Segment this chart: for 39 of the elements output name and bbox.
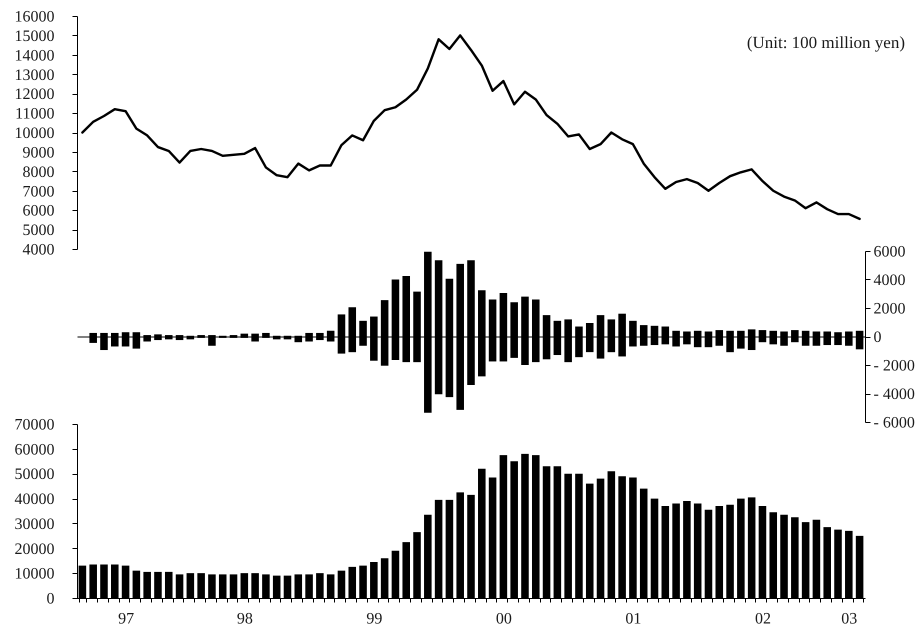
bar xyxy=(262,332,270,336)
y-tick-label: 0 xyxy=(46,590,54,608)
y-tick-label: 70000 xyxy=(14,416,54,434)
y-tick-label: 2000 xyxy=(874,300,906,318)
y-tick-label: - 2000 xyxy=(874,358,915,374)
y-tick-label: 10000 xyxy=(14,566,54,583)
y-tick-label: 6000 xyxy=(874,244,906,260)
x-tick-label: 99 xyxy=(366,610,382,628)
y-tick-label: 16000 xyxy=(14,8,54,26)
y-tick-label: 9000 xyxy=(22,144,54,162)
y-tick-label: 50000 xyxy=(14,466,54,484)
y-tick-label: 6000 xyxy=(22,202,54,220)
x-tick-label: 01 xyxy=(625,610,642,628)
y-tick-label: 12000 xyxy=(14,86,54,104)
x-tick-label: 97 xyxy=(118,610,134,628)
y-tick-label: 40000 xyxy=(14,491,54,508)
annotation: (Unit: 100 million yen) xyxy=(746,33,905,52)
bar xyxy=(316,332,324,336)
x-tick-label: 98 xyxy=(236,610,253,628)
y-tick-label: 13000 xyxy=(14,66,54,84)
y-tick-label: - 4000 xyxy=(874,386,915,403)
y-tick-label: 14000 xyxy=(14,47,54,64)
bar xyxy=(240,334,248,336)
y-tick-label: 7000 xyxy=(22,183,54,200)
y-tick-label: 15000 xyxy=(14,28,54,45)
x-tick-label: 02 xyxy=(754,610,771,628)
y-tick-label: 5000 xyxy=(22,222,54,240)
y-tick-label: - 6000 xyxy=(874,414,915,432)
y-tick-label: 4000 xyxy=(874,272,906,289)
y-tick-label: 10000 xyxy=(14,125,54,142)
y-tick-label: 30000 xyxy=(14,516,54,533)
y-tick-label: 0 xyxy=(874,329,882,346)
y-tick-label: 20000 xyxy=(14,540,54,558)
y-tick-label: 60000 xyxy=(14,441,54,458)
x-tick-label: 03 xyxy=(841,610,858,628)
y-tick-label: 8000 xyxy=(22,164,54,181)
y-tick-label: 4000 xyxy=(22,242,54,258)
y-tick-label: 11000 xyxy=(15,106,54,123)
x-tick-label: 00 xyxy=(496,610,512,628)
